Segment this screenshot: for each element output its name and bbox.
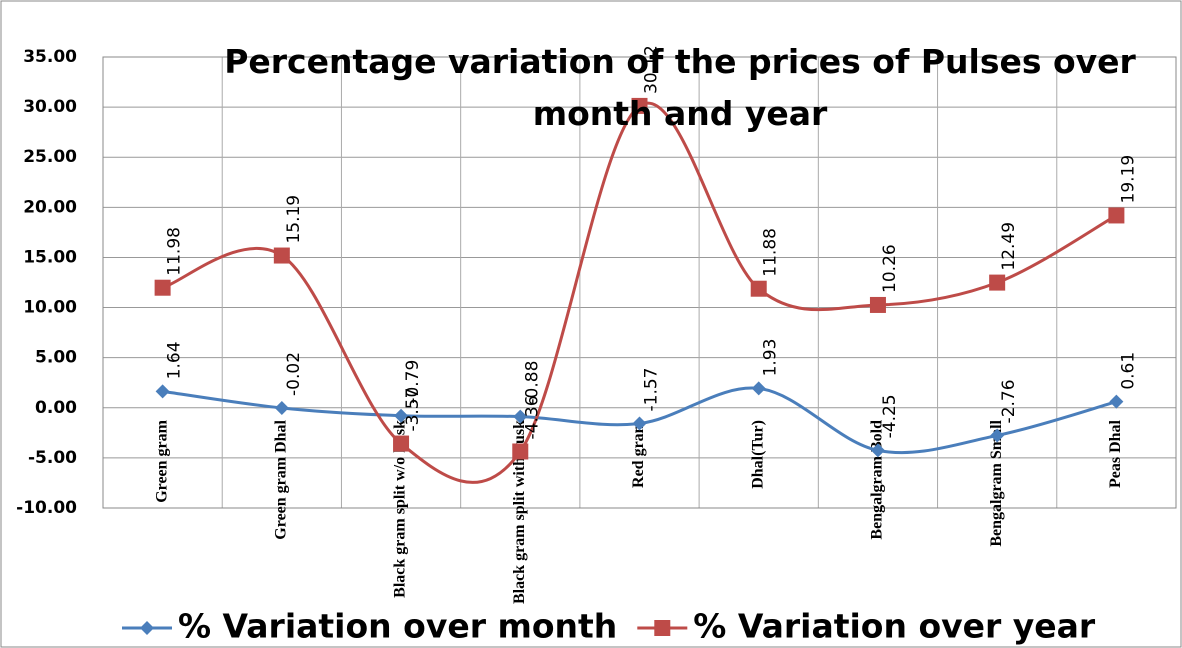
data-label: -2.76 [999, 379, 1019, 423]
data-label: 11.98 [165, 227, 185, 276]
y-tick-label: 30.00 [23, 97, 77, 117]
data-label: 0.61 [1118, 352, 1138, 390]
x-tick-label: Red gram [630, 419, 647, 488]
y-tick-label: -5.00 [28, 448, 77, 468]
y-tick-label: 20.00 [23, 197, 77, 217]
marker [631, 97, 648, 114]
x-tick-label: Peas Dhal [1107, 419, 1124, 488]
x-tick-label: Green gram Dhal [273, 419, 290, 539]
y-tick-label: -10.00 [16, 498, 77, 518]
marker [632, 416, 647, 431]
y-tick-label: 5.00 [35, 348, 77, 368]
marker [512, 443, 529, 460]
data-label: 15.19 [284, 195, 304, 244]
legend-label: % Variation over month [178, 607, 617, 646]
legend-label: % Variation over year [693, 607, 1096, 646]
data-label: 30.12 [642, 45, 662, 94]
x-tick-label: Black gram split w/o husk [392, 420, 409, 598]
y-tick-label: 0.00 [35, 398, 77, 418]
series-line [162, 386, 1117, 455]
plot-border [102, 56, 1177, 509]
marker [989, 274, 1006, 291]
y-tick-label: 25.00 [23, 147, 77, 167]
data-label: -0.88 [522, 361, 542, 405]
data-label: -0.79 [403, 360, 423, 404]
data-label: 1.64 [165, 341, 185, 379]
data-label: -4.25 [880, 394, 900, 438]
marker [751, 381, 766, 396]
y-tick-label: 35.00 [23, 47, 77, 67]
marker [654, 620, 671, 636]
marker [394, 408, 409, 423]
marker [990, 428, 1005, 443]
marker [155, 384, 170, 399]
marker [750, 280, 767, 297]
x-tick-label: Black gram split with husk [511, 420, 528, 604]
y-tick-label: 10.00 [23, 298, 77, 318]
marker [869, 296, 886, 313]
x-tick-label: Green gram [153, 419, 170, 502]
series-line [162, 101, 1118, 484]
data-label: 19.19 [1118, 155, 1138, 204]
y-tick-label: 15.00 [23, 247, 77, 267]
data-label: 11.88 [761, 228, 781, 277]
marker [140, 621, 154, 635]
marker [274, 400, 289, 415]
x-tick-label: Dhal(Tur) [749, 420, 766, 489]
marker [154, 279, 171, 296]
chart-title: Percentage variation of the prices of Pu… [224, 42, 1136, 133]
data-label: -0.02 [284, 352, 304, 396]
marker [273, 247, 290, 264]
data-label: 10.26 [880, 244, 900, 293]
marker [513, 409, 528, 424]
marker [393, 435, 410, 452]
data-label: 12.49 [999, 222, 1019, 271]
marker [1109, 394, 1124, 409]
data-label: -3.57 [403, 388, 423, 432]
data-label: 1.93 [761, 339, 781, 377]
data-label: -1.57 [642, 368, 662, 412]
x-tick-label: Bengalgram Small [988, 419, 1005, 546]
data-label: -4.36 [522, 395, 542, 439]
marker [1108, 207, 1125, 224]
marker [870, 443, 885, 458]
